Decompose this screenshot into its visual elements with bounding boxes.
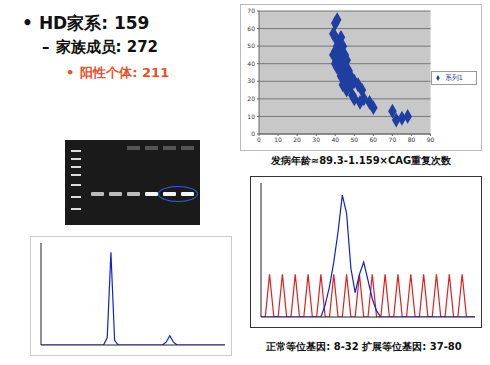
- svg-text:50: 50: [247, 42, 255, 49]
- svg-text:0: 0: [257, 136, 261, 143]
- svg-text:30: 30: [312, 136, 320, 143]
- svg-text:80: 80: [408, 136, 416, 143]
- svg-text:20: 20: [247, 95, 255, 102]
- svg-text:70: 70: [247, 7, 255, 14]
- svg-text:20: 20: [293, 136, 301, 143]
- svg-text:40: 40: [331, 136, 339, 143]
- html-text:发病年龄≈89.3-1.159×CAG重复次数: 发病年龄≈89.3-1.159×CAG重复次数: [270, 155, 452, 166]
- svg-text:70: 70: [389, 136, 397, 143]
- svg-text:50: 50: [350, 136, 358, 143]
- html-text:• 阳性个体: 211: • 阳性个体: 211: [66, 65, 170, 80]
- html-text:系列1: 系列1: [444, 73, 463, 82]
- svg-text:0: 0: [251, 130, 255, 137]
- svg-text:10: 10: [247, 113, 255, 120]
- svg-text:10: 10: [274, 136, 282, 143]
- svg-text:60: 60: [370, 136, 378, 143]
- html-text:正常等位基因: 8-32 扩展等位基因: 37-80: 正常等位基因: 8-32 扩展等位基因: 37-80: [266, 341, 462, 352]
- svg-text:40: 40: [247, 60, 255, 67]
- html-text:– 家族成员: 272: – 家族成员: 272: [42, 38, 158, 56]
- html-text:• HD家系: 159: • HD家系: 159: [22, 13, 150, 33]
- svg-text:60: 60: [247, 25, 255, 32]
- svg-text:90: 90: [427, 136, 435, 143]
- svg-text:30: 30: [247, 77, 255, 84]
